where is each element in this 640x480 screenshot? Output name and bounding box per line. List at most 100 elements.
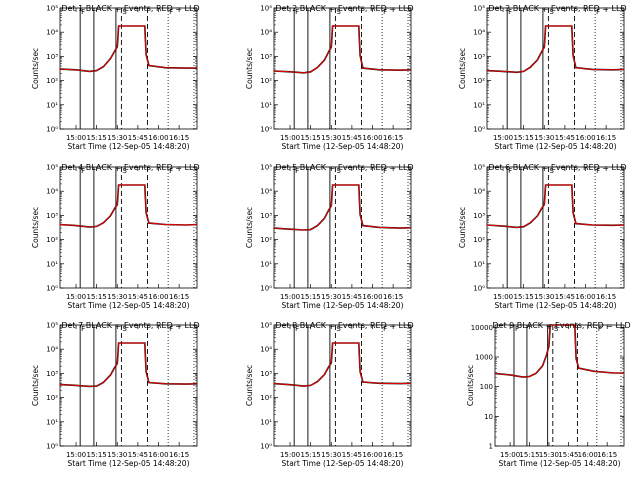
y-tick-label: 10¹ (473, 260, 485, 268)
x-tick-label: 15:30 (321, 134, 341, 142)
x-tick-label: 15:00 (493, 134, 513, 142)
y-tick-label: 10⁴ (260, 29, 272, 37)
flag-marker: F (596, 167, 600, 175)
y-tick-label: 10⁰ (260, 443, 272, 451)
x-tick-label: 15:15 (301, 134, 321, 142)
flag-marker: S (336, 8, 341, 16)
x-tick-label: 16:15 (169, 293, 189, 301)
x-tick-label: 15:30 (107, 134, 127, 142)
x-tick-label: 16:00 (148, 451, 168, 459)
plot-frame (59, 324, 198, 447)
y-tick-label: 10⁴ (46, 188, 58, 196)
flag-marker: F (169, 167, 173, 175)
x-tick-label: 15:15 (514, 293, 534, 301)
y-tick-label: 10⁵ (473, 164, 485, 172)
flag-marker: F (383, 167, 387, 175)
y-tick-label: 10000 (471, 324, 493, 332)
panel-title: Det 9 BLACK = Events, RED = LLD (492, 321, 630, 330)
y-tick-label: 10² (260, 236, 272, 244)
y-tick-label: 10⁰ (46, 443, 58, 451)
x-axis-label: Start Time (12-Sep-05 14:48:20) (499, 459, 621, 468)
flag-marker: F (508, 8, 512, 16)
y-tick-label: 1000 (475, 354, 493, 362)
panel-title: Det 8 BLACK = Events, RED = LLD (275, 321, 413, 330)
x-tick-label: 16:00 (362, 451, 382, 459)
x-tick-label: 15:15 (87, 134, 107, 142)
y-tick-label: 10² (46, 77, 58, 85)
x-tick-label: 15:30 (534, 293, 554, 301)
flag-marker: S (336, 325, 341, 333)
y-tick-label: 1 (489, 443, 493, 451)
x-tick-label: 15:45 (342, 451, 362, 459)
y-tick-label: 10⁰ (473, 126, 485, 134)
y-tick-label: 10¹ (260, 101, 272, 109)
x-tick-label: 16:00 (578, 451, 598, 459)
flag-marker: S (122, 8, 127, 16)
flag-marker: F (383, 8, 387, 16)
y-tick-label: 10 (484, 413, 493, 421)
x-tick-label: 15:15 (519, 451, 539, 459)
x-tick-label: 15:00 (280, 451, 300, 459)
x-tick-label: 15:30 (107, 293, 127, 301)
x-tick-label: 16:15 (596, 293, 616, 301)
x-tick-label: 15:30 (539, 451, 559, 459)
flag-marker: S (549, 167, 554, 175)
x-tick-label: 15:00 (500, 451, 520, 459)
flag-marker: F (508, 167, 512, 175)
lld-series-line (59, 342, 198, 387)
x-tick-label: 15:45 (342, 293, 362, 301)
x-axis-label: Start Time (12-Sep-05 14:48:20) (68, 301, 190, 310)
y-tick-label: 10¹ (260, 418, 272, 426)
panel-title: Det 6 BLACK = Events, RED = LLD (488, 163, 626, 172)
y-tick-label: 10¹ (260, 260, 272, 268)
x-tick-label: 16:00 (148, 293, 168, 301)
x-tick-label: 15:30 (534, 134, 554, 142)
panel-title: Det 7 BLACK = Events, RED = LLD (61, 321, 199, 330)
x-tick-label: 15:15 (514, 134, 534, 142)
x-tick-label: 15:00 (66, 134, 86, 142)
flag-marker: F (295, 325, 299, 333)
x-tick-label: 15:00 (280, 134, 300, 142)
y-tick-label: 10³ (260, 53, 272, 61)
y-tick-label: 10⁴ (260, 188, 272, 196)
flag-marker: S (122, 325, 127, 333)
y-tick-label: 10³ (473, 212, 485, 220)
y-tick-label: 10⁴ (260, 346, 272, 354)
lld-series-line (486, 25, 625, 73)
y-tick-label: 10¹ (46, 101, 58, 109)
x-tick-label: 16:00 (362, 293, 382, 301)
x-tick-label: 15:45 (555, 134, 575, 142)
flag-marker: F (295, 8, 299, 16)
plot-frame (486, 7, 625, 130)
x-tick-label: 15:30 (321, 451, 341, 459)
flag-marker: F (81, 8, 85, 16)
x-axis-label: Start Time (12-Sep-05 14:48:20) (68, 142, 190, 151)
y-tick-label: 10⁰ (46, 285, 58, 293)
x-tick-label: 15:15 (87, 293, 107, 301)
y-tick-label: 10³ (260, 212, 272, 220)
y-tick-label: 10¹ (46, 418, 58, 426)
panel-title: Det 3 BLACK = Events, RED = LLD (488, 4, 626, 13)
flag-marker: F (383, 325, 387, 333)
x-tick-label: 16:00 (148, 134, 168, 142)
x-tick-label: 16:15 (597, 451, 617, 459)
y-tick-label: 10⁵ (473, 5, 485, 13)
y-tick-label: 10¹ (473, 101, 485, 109)
panel-title: Det 4 BLACK = Events, RED = LLD (61, 163, 199, 172)
y-tick-label: 10⁵ (46, 322, 58, 330)
x-tick-label: 16:15 (383, 134, 403, 142)
y-tick-label: 10³ (46, 53, 58, 61)
x-axis-label: Start Time (12-Sep-05 14:48:20) (282, 142, 404, 151)
lld-series-line (59, 25, 197, 72)
y-tick-label: 10⁰ (46, 126, 58, 134)
y-tick-label: 100 (480, 383, 493, 391)
x-tick-label: 15:30 (321, 293, 341, 301)
y-tick-label: 10² (260, 77, 272, 85)
y-axis-label: Counts/sec (458, 48, 467, 89)
plot-frame (486, 166, 625, 289)
x-tick-label: 16:15 (383, 451, 403, 459)
